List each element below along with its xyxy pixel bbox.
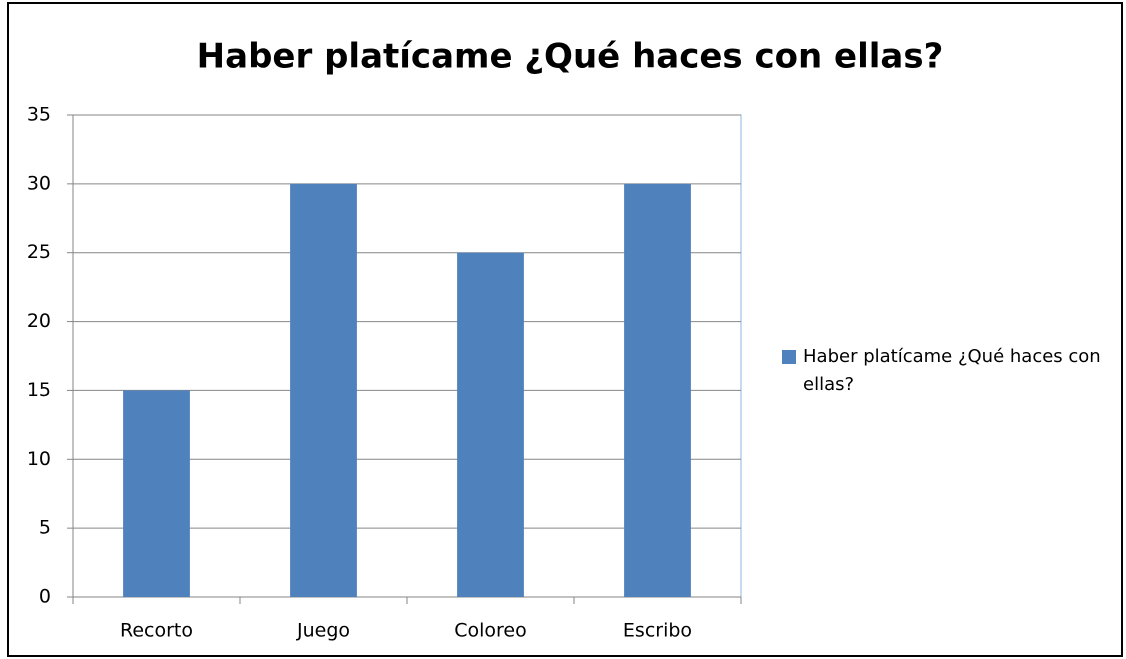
y-tick-label: 5 (39, 517, 51, 539)
bar (290, 183, 357, 597)
y-tick-label: 0 (39, 586, 51, 608)
chart-frame (7, 2, 1123, 657)
bar (457, 252, 524, 597)
x-tick-label: Coloreo (454, 620, 527, 642)
y-tick-label: 25 (27, 241, 51, 263)
bar (624, 183, 691, 597)
y-tick-label: 20 (27, 310, 51, 332)
chart-title: Haber platícame ¿Qué haces con ellas? (197, 37, 944, 77)
legend-entry: Haber platícame ¿Qué haces con ellas? (803, 346, 1101, 395)
legend-swatch (782, 350, 796, 364)
bar (123, 390, 190, 597)
x-tick-label: Juego (296, 620, 350, 642)
x-tick-label: Escribo (623, 620, 692, 642)
y-tick-label: 15 (27, 379, 51, 401)
y-tick-label: 10 (27, 448, 51, 470)
y-tick-label: 30 (27, 172, 51, 194)
x-tick-label: Recorto (120, 620, 193, 642)
legend-label: Haber platícame ¿Qué haces con ellas? (803, 346, 1101, 395)
y-tick-label: 35 (27, 104, 51, 126)
